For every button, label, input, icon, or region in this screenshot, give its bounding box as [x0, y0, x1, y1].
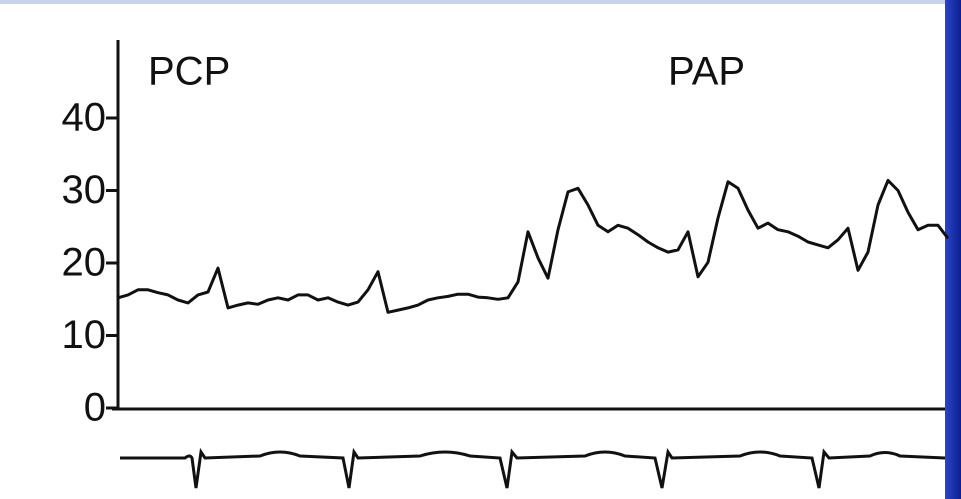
y-tick-label: 30 [62, 168, 107, 212]
pressure-trace [117, 178, 950, 314]
y-tick-label: 40 [62, 96, 107, 140]
y-tick-label: 20 [62, 241, 107, 285]
y-tick-label: 0 [84, 386, 106, 430]
top-edge [0, 0, 961, 4]
annotation: PCP [148, 50, 230, 94]
ecg-trace [120, 447, 946, 489]
right-edge [945, 0, 961, 499]
plot-area: PCP PAP [112, 40, 946, 489]
annotation: PAP [668, 50, 745, 94]
y-tick-label: 10 [62, 313, 107, 357]
